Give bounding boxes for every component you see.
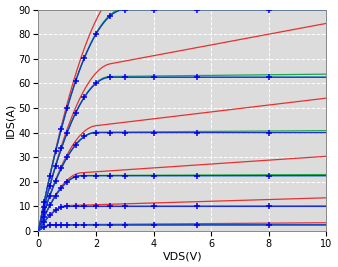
- Y-axis label: IDS(A): IDS(A): [5, 103, 16, 138]
- X-axis label: VDS(V): VDS(V): [163, 252, 202, 261]
